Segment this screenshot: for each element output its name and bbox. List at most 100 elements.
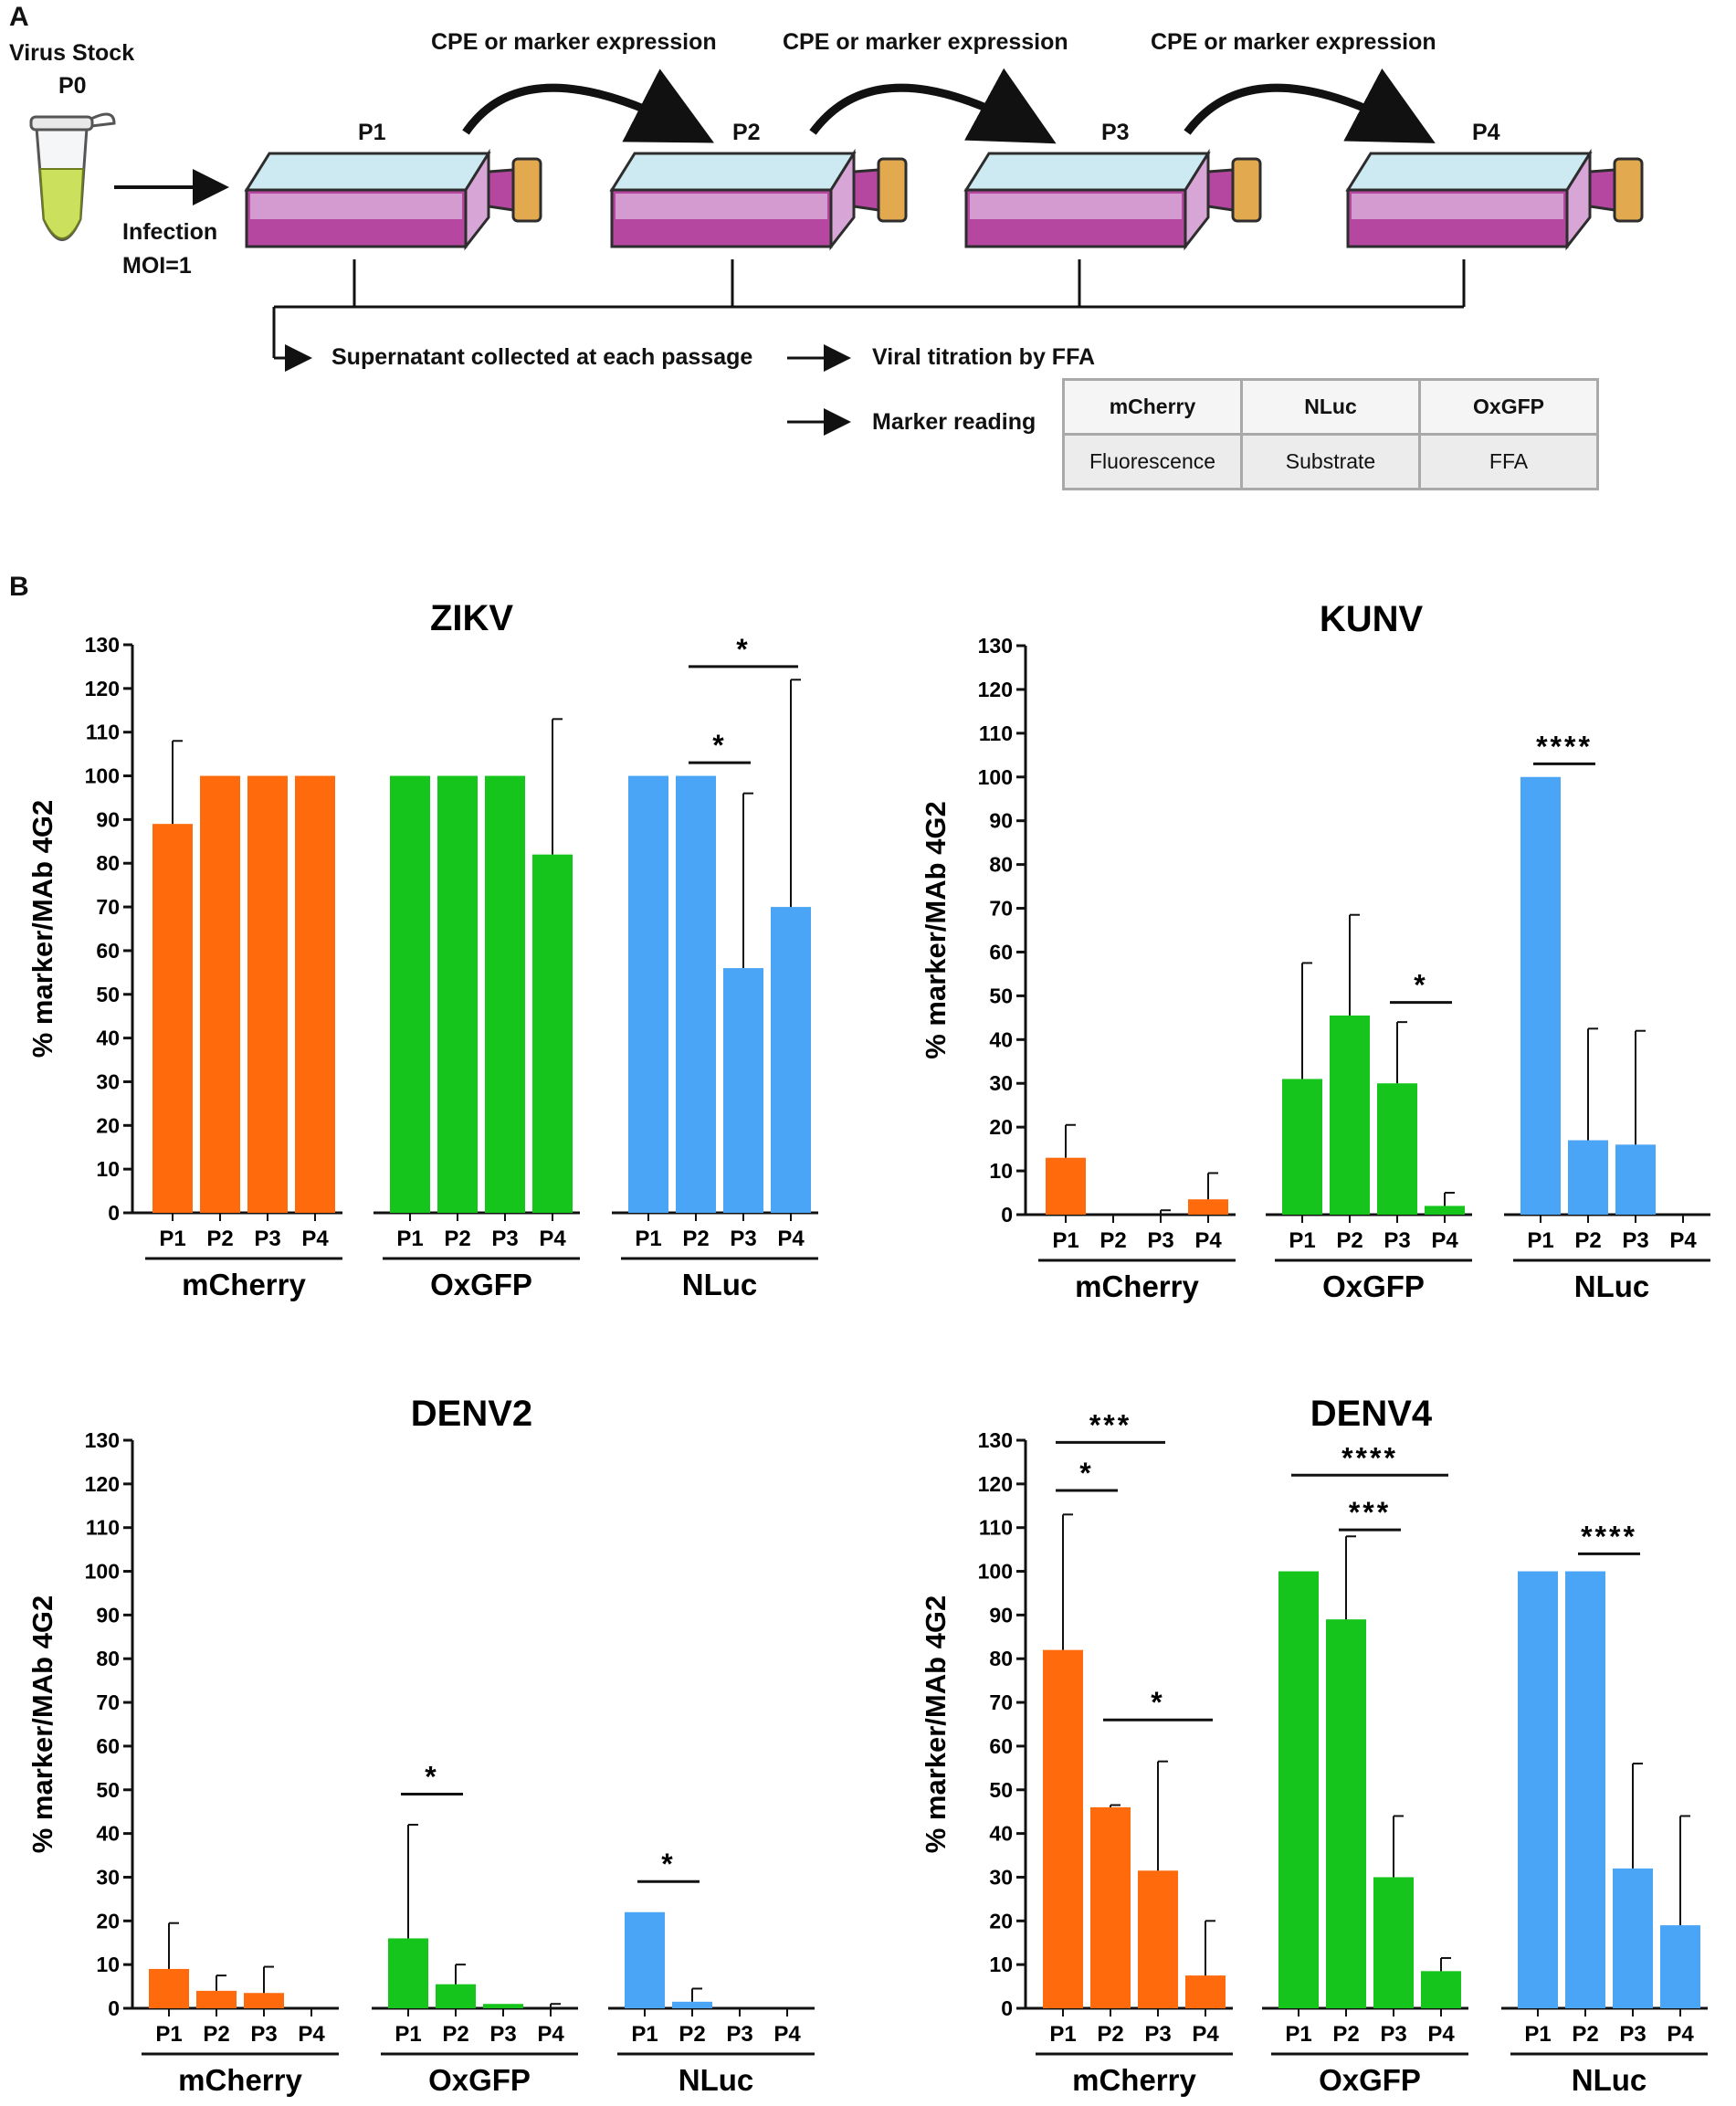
curved-arrow-3 [1184, 68, 1436, 143]
group-label: mCherry [182, 1268, 306, 1301]
y-tick-label: 30 [96, 1865, 120, 1889]
y-tick-label: 0 [1001, 1996, 1013, 2020]
significance-label: * [1079, 1457, 1093, 1490]
y-tick-label: 20 [96, 1113, 120, 1137]
cpe-label-3: CPE or marker expression [1151, 29, 1436, 55]
bar [771, 907, 811, 1213]
x-tick-label: P2 [1572, 2022, 1598, 2047]
y-tick-label: 80 [989, 853, 1013, 877]
cpe-label-1: CPE or marker expression [431, 29, 717, 55]
y-tick-label: 130 [85, 633, 120, 657]
x-tick-label: P3 [1147, 1228, 1173, 1253]
bar [247, 775, 288, 1213]
supernatant-label: Supernatant collected at each passage [331, 344, 753, 370]
x-tick-label: P1 [1289, 1228, 1315, 1253]
y-tick-label: 120 [978, 678, 1013, 701]
y-tick-label: 20 [96, 1909, 120, 1932]
x-tick-label: P4 [301, 1227, 329, 1251]
chart-title: DENV4 [1310, 1394, 1433, 1434]
bar [1188, 1199, 1228, 1215]
y-tick-label: 110 [86, 1516, 120, 1540]
bar [1613, 1868, 1653, 2008]
group-label: mCherry [1075, 1269, 1199, 1303]
y-tick-label: 70 [989, 897, 1013, 921]
x-tick-label: P3 [1384, 1228, 1410, 1253]
x-tick-label: P2 [682, 1227, 709, 1251]
bar [1518, 1571, 1558, 2008]
x-tick-label: P3 [489, 2022, 516, 2047]
y-tick-label: 130 [85, 1428, 120, 1452]
flask-p1-label: P1 [358, 120, 386, 145]
x-tick-label: P3 [726, 2022, 752, 2047]
bar [437, 775, 478, 1213]
y-tick-label: 50 [989, 984, 1013, 1007]
y-axis-label: % marker/MAb 4G2 [920, 801, 952, 1059]
group-label: OxGFP [430, 1268, 532, 1301]
x-tick-label: P1 [631, 2022, 658, 2047]
y-tick-label: 50 [96, 983, 120, 1006]
bar [436, 1984, 476, 2008]
x-tick-label: P1 [1052, 1228, 1078, 1253]
x-tick-label: P4 [298, 2022, 325, 2047]
group-label: NLuc [1574, 1269, 1650, 1303]
y-tick-label: 110 [86, 721, 120, 744]
y-tick-label: 100 [85, 764, 120, 788]
x-tick-label: P2 [442, 2022, 468, 2047]
chart-title: DENV2 [411, 1394, 532, 1434]
y-tick-label: 80 [989, 1647, 1013, 1670]
x-tick-label: P1 [395, 2022, 421, 2047]
group-label: NLuc [679, 2063, 754, 2097]
bar [1520, 776, 1561, 1215]
bar [1373, 1877, 1414, 2008]
virus-stock-label: Virus Stock [9, 40, 135, 66]
bar [1282, 1079, 1322, 1215]
x-tick-label: P4 [1194, 1228, 1222, 1253]
bar [1278, 1571, 1319, 2008]
significance-label: * [1151, 1686, 1164, 1719]
curved-arrow-1 [462, 68, 715, 143]
significance-label: * [712, 729, 726, 762]
titration-label: Viral titration by FFA [872, 344, 1096, 370]
x-tick-label: P2 [444, 1227, 470, 1251]
bar [200, 775, 240, 1213]
x-tick-label: P1 [396, 1227, 423, 1251]
y-tick-label: 20 [989, 1909, 1013, 1932]
marker-reading-label: Marker reading [872, 409, 1036, 435]
chart-title: KUNV [1320, 599, 1424, 639]
marker-table: mCherry NLuc OxGFP Fluorescence Substrat… [1062, 378, 1599, 490]
table-header-cell: NLuc [1240, 378, 1421, 436]
x-tick-label: P4 [1431, 1228, 1458, 1253]
significance-label: * [736, 633, 750, 666]
significance-label: * [661, 1848, 675, 1880]
x-tick-label: P1 [635, 1227, 661, 1251]
x-tick-label: P3 [1144, 2022, 1171, 2047]
x-tick-label: P1 [155, 2022, 182, 2047]
supernatant-tree [272, 259, 1466, 372]
bar [625, 1911, 665, 2008]
y-tick-label: 70 [96, 895, 120, 919]
y-tick-label: 40 [96, 1027, 120, 1050]
table-cell: FFA [1418, 433, 1599, 490]
y-tick-label: 60 [989, 940, 1013, 963]
group-label: NLuc [682, 1268, 758, 1301]
y-tick-label: 100 [85, 1560, 120, 1584]
group-label: mCherry [178, 2063, 302, 2097]
virus-tube-icon [29, 112, 116, 241]
panel-a-letter: A [9, 2, 29, 32]
bar [1330, 1015, 1370, 1215]
y-tick-label: 30 [989, 1865, 1013, 1889]
x-tick-label: P4 [539, 1227, 566, 1251]
panel-b-letter: B [9, 572, 29, 602]
bar [1660, 1925, 1700, 2008]
y-tick-label: 0 [1001, 1203, 1013, 1227]
y-axis-label: % marker/MAb 4G2 [920, 1595, 952, 1854]
y-tick-label: 90 [96, 1603, 120, 1627]
x-tick-label: P1 [1524, 2022, 1551, 2047]
x-tick-label: P2 [203, 2022, 229, 2047]
bar [676, 775, 716, 1213]
p0-label: P0 [58, 73, 87, 99]
bar [628, 775, 668, 1213]
y-tick-label: 80 [96, 851, 120, 875]
x-tick-label: P3 [250, 2022, 277, 2047]
significance-label: **** [1536, 730, 1593, 763]
